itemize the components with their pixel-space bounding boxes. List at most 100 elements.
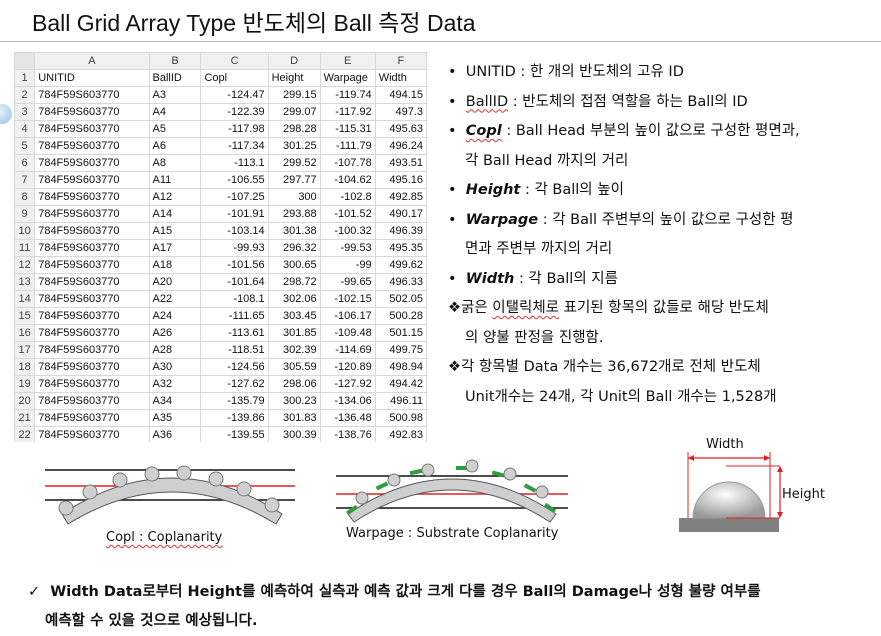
- table-cell[interactable]: -114.69: [319, 341, 376, 359]
- table-cell[interactable]: UNITID: [34, 69, 150, 87]
- table-cell[interactable]: 298.28: [267, 120, 321, 138]
- row-number[interactable]: 22: [14, 426, 36, 442]
- table-cell[interactable]: A24: [148, 307, 202, 325]
- table-cell[interactable]: 784F59S603770: [34, 86, 150, 104]
- table-cell[interactable]: 301.85: [267, 324, 321, 342]
- table-cell[interactable]: 297.77: [267, 171, 321, 189]
- table-cell[interactable]: 302.06: [267, 290, 321, 308]
- table-cell[interactable]: A6: [148, 137, 202, 155]
- table-cell[interactable]: 305.59: [267, 358, 321, 376]
- table-cell[interactable]: 302.39: [267, 341, 321, 359]
- table-cell[interactable]: 498.94: [374, 358, 427, 376]
- table-cell[interactable]: 300: [267, 188, 321, 206]
- table-cell[interactable]: -101.91: [200, 205, 269, 223]
- table-cell[interactable]: 300.23: [267, 392, 321, 410]
- table-cell[interactable]: A8: [148, 154, 202, 172]
- table-cell[interactable]: -117.92: [319, 103, 376, 121]
- table-cell[interactable]: 499.75: [374, 341, 427, 359]
- column-header[interactable]: A: [34, 52, 150, 70]
- table-cell[interactable]: 299.52: [267, 154, 321, 172]
- table-cell[interactable]: A12: [148, 188, 202, 206]
- table-cell[interactable]: 492.85: [374, 188, 427, 206]
- row-number[interactable]: 3: [14, 103, 36, 121]
- table-cell[interactable]: 490.17: [374, 205, 427, 223]
- table-cell[interactable]: -108.1: [200, 290, 269, 308]
- table-cell[interactable]: A32: [148, 375, 202, 393]
- table-cell[interactable]: A11: [148, 171, 202, 189]
- row-number[interactable]: 5: [14, 137, 36, 155]
- table-cell[interactable]: -124.56: [200, 358, 269, 376]
- table-cell[interactable]: -106.17: [319, 307, 376, 325]
- table-cell[interactable]: 495.35: [374, 239, 427, 257]
- table-cell[interactable]: A22: [148, 290, 202, 308]
- table-cell[interactable]: Height: [267, 69, 321, 87]
- select-all-corner[interactable]: [14, 52, 36, 70]
- row-number[interactable]: 12: [14, 256, 36, 274]
- table-cell[interactable]: 299.15: [267, 86, 321, 104]
- table-cell[interactable]: -115.31: [319, 120, 376, 138]
- table-cell[interactable]: -117.34: [200, 137, 269, 155]
- table-cell[interactable]: -107.25: [200, 188, 269, 206]
- row-number[interactable]: 9: [14, 205, 36, 223]
- table-cell[interactable]: Warpage: [319, 69, 376, 87]
- table-cell[interactable]: 298.72: [267, 273, 321, 291]
- row-number[interactable]: 2: [14, 86, 36, 104]
- table-cell[interactable]: 496.11: [374, 392, 427, 410]
- table-cell[interactable]: -113.1: [200, 154, 269, 172]
- table-cell[interactable]: A14: [148, 205, 202, 223]
- table-cell[interactable]: 784F59S603770: [34, 375, 150, 393]
- table-cell[interactable]: -99: [319, 256, 376, 274]
- table-cell[interactable]: 298.06: [267, 375, 321, 393]
- table-cell[interactable]: -107.78: [319, 154, 376, 172]
- table-cell[interactable]: -135.79: [200, 392, 269, 410]
- table-cell[interactable]: 303.45: [267, 307, 321, 325]
- table-cell[interactable]: 784F59S603770: [34, 239, 150, 257]
- table-cell[interactable]: -101.56: [200, 256, 269, 274]
- table-cell[interactable]: -101.64: [200, 273, 269, 291]
- row-number[interactable]: 11: [14, 239, 36, 257]
- table-cell[interactable]: 784F59S603770: [34, 290, 150, 308]
- column-header[interactable]: E: [319, 52, 376, 70]
- table-cell[interactable]: 296.32: [267, 239, 321, 257]
- row-number[interactable]: 13: [14, 273, 36, 291]
- table-cell[interactable]: 784F59S603770: [34, 358, 150, 376]
- table-cell[interactable]: -109.48: [319, 324, 376, 342]
- table-cell[interactable]: 500.98: [374, 409, 427, 427]
- table-cell[interactable]: -120.89: [319, 358, 376, 376]
- table-cell[interactable]: 784F59S603770: [34, 324, 150, 342]
- table-cell[interactable]: 301.25: [267, 137, 321, 155]
- table-cell[interactable]: 784F59S603770: [34, 392, 150, 410]
- table-cell[interactable]: BallID: [148, 69, 202, 87]
- table-cell[interactable]: A36: [148, 426, 202, 442]
- table-cell[interactable]: 495.63: [374, 120, 427, 138]
- table-cell[interactable]: -124.47: [200, 86, 269, 104]
- table-cell[interactable]: 784F59S603770: [34, 426, 150, 442]
- table-cell[interactable]: -100.32: [319, 222, 376, 240]
- column-header[interactable]: F: [374, 52, 427, 70]
- table-cell[interactable]: -139.55: [200, 426, 269, 442]
- table-cell[interactable]: Width: [374, 69, 427, 87]
- table-cell[interactable]: -127.62: [200, 375, 269, 393]
- row-number[interactable]: 1: [14, 69, 36, 87]
- table-cell[interactable]: -99.93: [200, 239, 269, 257]
- table-cell[interactable]: 502.05: [374, 290, 427, 308]
- table-cell[interactable]: 293.88: [267, 205, 321, 223]
- table-cell[interactable]: -119.74: [319, 86, 376, 104]
- table-cell[interactable]: A34: [148, 392, 202, 410]
- row-number[interactable]: 7: [14, 171, 36, 189]
- table-cell[interactable]: -134.06: [319, 392, 376, 410]
- table-cell[interactable]: -111.79: [319, 137, 376, 155]
- table-cell[interactable]: -113.61: [200, 324, 269, 342]
- table-cell[interactable]: 496.24: [374, 137, 427, 155]
- row-number[interactable]: 17: [14, 341, 36, 359]
- row-number[interactable]: 10: [14, 222, 36, 240]
- table-cell[interactable]: -127.92: [319, 375, 376, 393]
- table-cell[interactable]: 300.65: [267, 256, 321, 274]
- table-cell[interactable]: -111.65: [200, 307, 269, 325]
- column-header[interactable]: B: [148, 52, 202, 70]
- table-cell[interactable]: -122.39: [200, 103, 269, 121]
- table-cell[interactable]: 494.15: [374, 86, 427, 104]
- table-cell[interactable]: 784F59S603770: [34, 222, 150, 240]
- table-cell[interactable]: -99.53: [319, 239, 376, 257]
- table-cell[interactable]: -106.55: [200, 171, 269, 189]
